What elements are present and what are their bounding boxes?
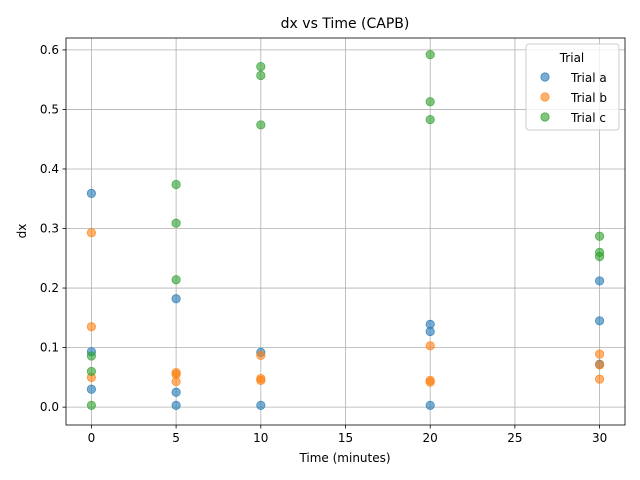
- chart-title: dx vs Time (CAPB): [281, 16, 410, 32]
- data-point-trial-c: [256, 120, 266, 130]
- data-points: [86, 50, 605, 410]
- legend-box: [525, 43, 620, 131]
- x-axis-ticks: 0 5 10 15 20 25 30: [88, 425, 607, 445]
- legend-item-trial-c: Trial c: [540, 111, 606, 125]
- data-point-trial-c: [425, 114, 435, 125]
- data-point-trial-b: [86, 228, 97, 238]
- data-point-trial-b: [425, 377, 435, 387]
- data-point-trial-c: [594, 251, 605, 262]
- legend-label-trial-b: Trial b: [570, 91, 607, 105]
- data-point-trial-a: [425, 326, 435, 337]
- data-point-trial-b: [171, 376, 181, 387]
- x-tick-label: 25: [507, 431, 522, 445]
- y-tick-label: 0.5: [40, 102, 59, 116]
- data-point-trial-b: [425, 341, 435, 351]
- data-point-trial-a: [594, 316, 605, 326]
- data-point-trial-b: [594, 374, 605, 384]
- data-point-trial-a: [425, 400, 435, 410]
- data-point-trial-a: [86, 188, 97, 198]
- legend-title: Trial: [559, 51, 585, 65]
- data-point-trial-c: [256, 70, 266, 81]
- data-point-trial-c: [594, 231, 605, 241]
- data-point-trial-b: [594, 349, 605, 359]
- data-point-trial-c: [425, 50, 435, 60]
- data-point-trial-a: [594, 276, 605, 286]
- data-point-trial-a: [256, 400, 266, 410]
- x-axis-label: Time (minutes): [298, 451, 390, 465]
- data-point-trial-c: [86, 351, 97, 361]
- data-point-trial-c: [86, 400, 97, 410]
- data-point-trial-b: [256, 375, 266, 385]
- y-tick-label: 0.6: [40, 43, 59, 57]
- legend-item-trial-b: Trial b: [540, 91, 607, 105]
- data-point-trial-a: [171, 400, 181, 410]
- legend: Trial Trial a Trial b Trial c: [525, 43, 620, 131]
- legend-marker-trial-a: [540, 72, 550, 82]
- data-point-trial-a: [86, 384, 97, 394]
- grid: [66, 38, 625, 425]
- data-point-trial-c: [425, 97, 435, 107]
- data-point-trial-c: [256, 61, 266, 72]
- y-tick-label: 0.3: [40, 222, 59, 236]
- x-tick-label: 30: [592, 431, 607, 445]
- data-point-trial-a: [171, 387, 181, 397]
- data-point-trial-b: [594, 360, 605, 370]
- data-point-trial-c: [171, 218, 181, 228]
- y-axis-label: dx: [15, 224, 29, 239]
- y-tick-label: 0.0: [40, 400, 59, 414]
- y-tick-label: 0.4: [40, 162, 59, 176]
- legend-label-trial-c: Trial c: [570, 111, 606, 125]
- legend-marker-trial-c: [540, 112, 550, 122]
- x-tick-label: 5: [172, 431, 180, 445]
- x-tick-label: 10: [253, 431, 268, 445]
- y-tick-label: 0.1: [40, 341, 59, 355]
- data-point-trial-b: [256, 350, 266, 360]
- legend-marker-trial-b: [540, 92, 550, 102]
- data-point-trial-c: [171, 179, 181, 190]
- data-point-trial-b: [86, 322, 97, 332]
- data-point-trial-a: [171, 294, 181, 304]
- legend-label-trial-a: Trial a: [570, 71, 607, 85]
- x-tick-label: 20: [423, 431, 438, 445]
- legend-item-trial-a: Trial a: [540, 71, 607, 85]
- y-axis-ticks: 0.0 0.1 0.2 0.3 0.4 0.5 0.6: [40, 43, 66, 414]
- x-tick-label: 15: [338, 431, 353, 445]
- y-tick-label: 0.2: [40, 281, 59, 295]
- data-point-trial-c: [171, 275, 181, 285]
- data-point-trial-c: [86, 366, 97, 377]
- x-tick-label: 0: [88, 431, 96, 445]
